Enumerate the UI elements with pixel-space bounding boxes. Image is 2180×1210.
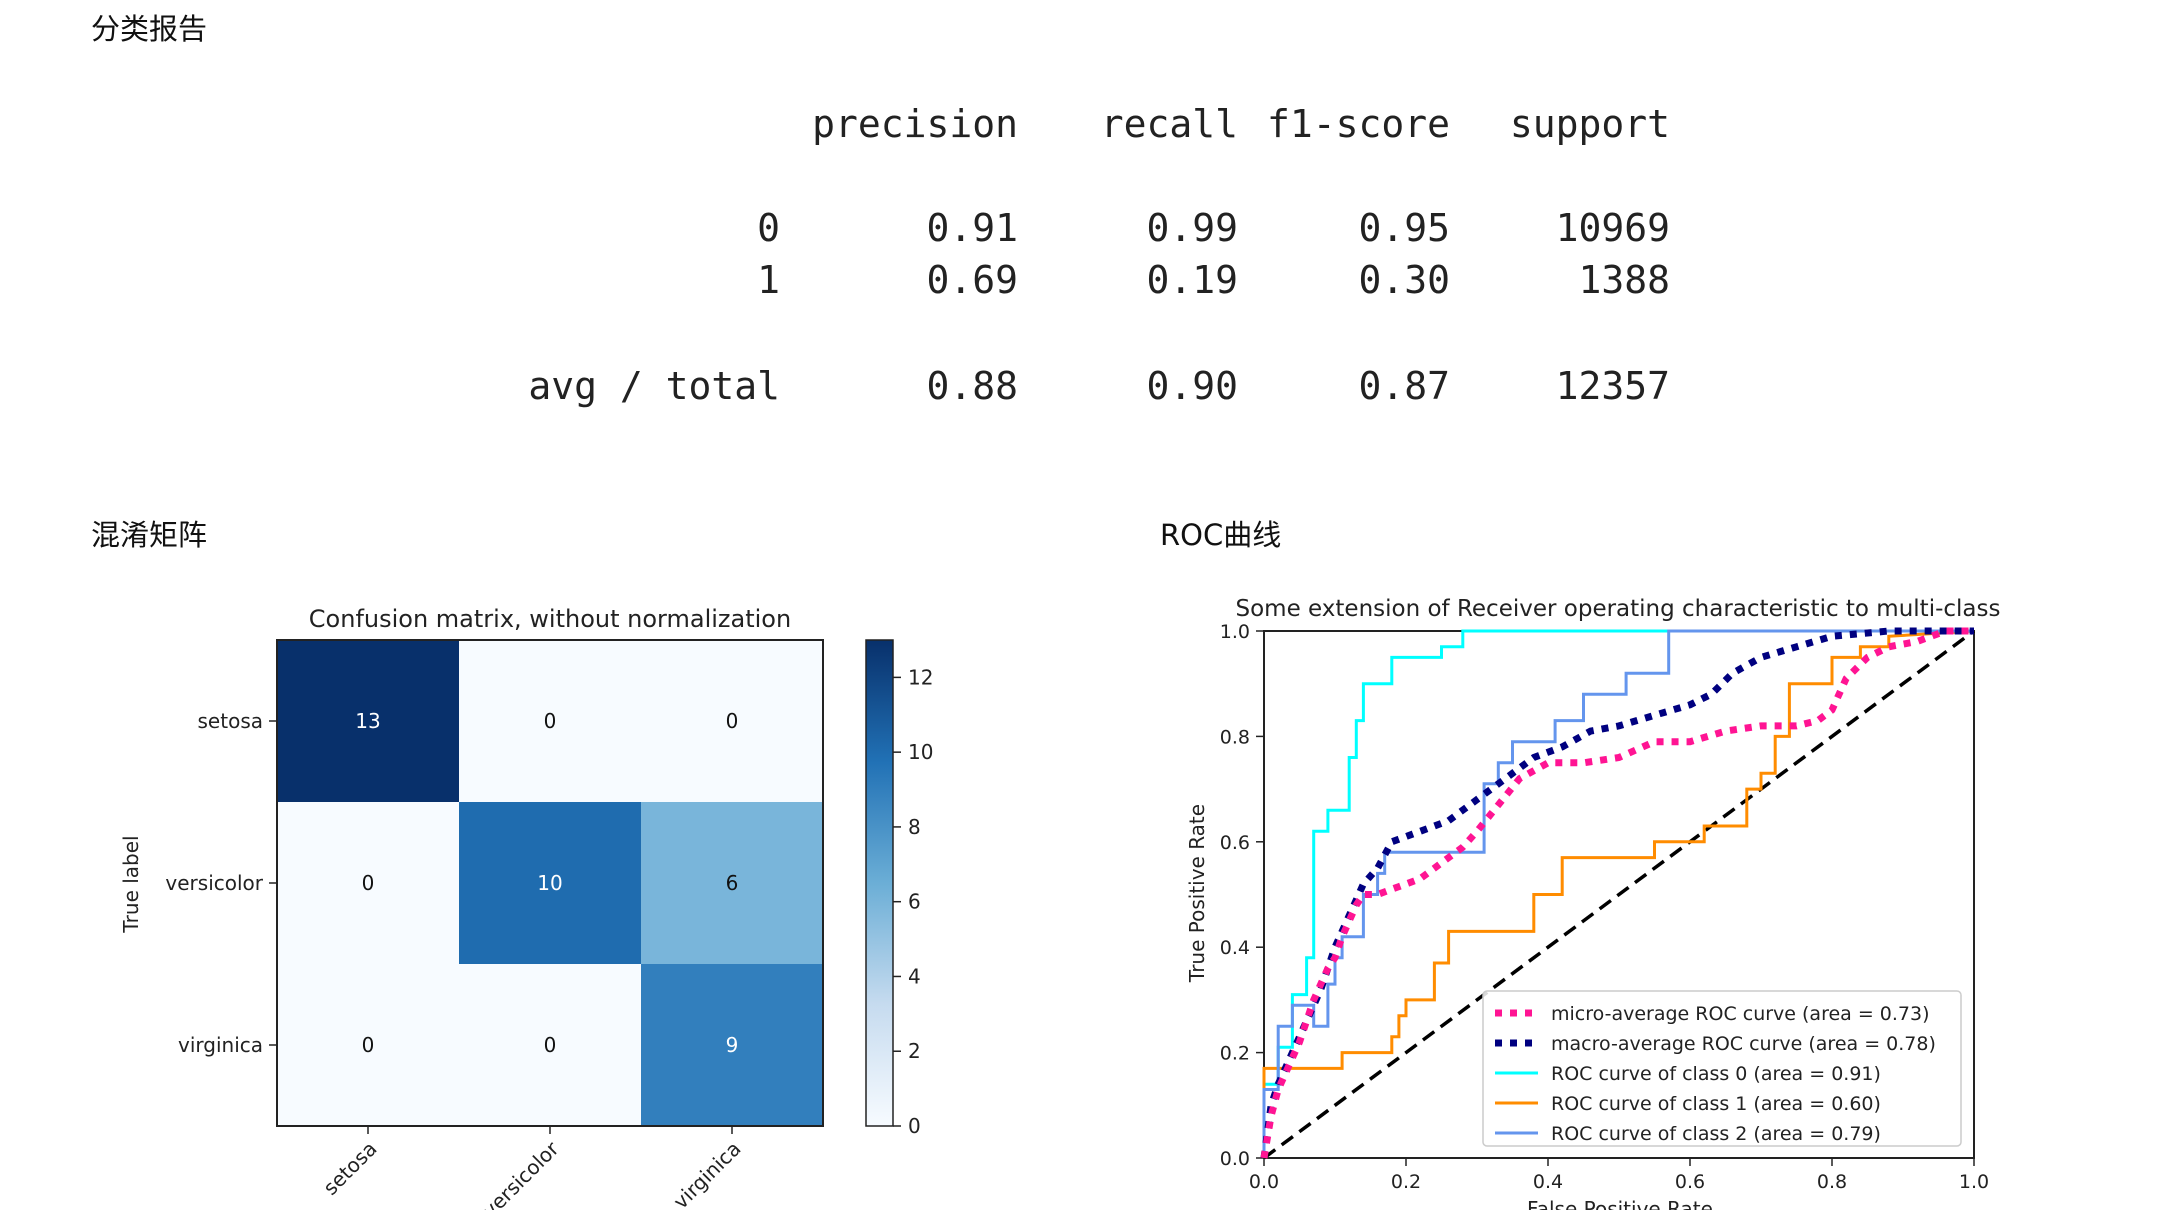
row-label: 0 xyxy=(757,206,780,250)
roc-xtick-label: 0.8 xyxy=(1817,1171,1847,1193)
cm-cell-label: 10 xyxy=(537,871,562,895)
cm-colorbar-tick-label: 8 xyxy=(908,815,921,839)
cell-value: 10969 xyxy=(1555,206,1670,250)
cm-cell xyxy=(641,640,823,802)
cm-cell-label: 0 xyxy=(362,1033,375,1057)
roc-xtick-label: 0.2 xyxy=(1391,1171,1421,1193)
header-recall: recall xyxy=(1100,102,1238,146)
cell-value: 0.19 xyxy=(1146,258,1238,302)
roc-section-title: ROC曲线 xyxy=(1160,518,1282,552)
cm-xtick-label: versicolor xyxy=(478,1136,565,1210)
cell-value: 0.30 xyxy=(1358,258,1450,302)
roc-series-line xyxy=(1262,629,1975,1158)
cell-value: 0.87 xyxy=(1358,364,1450,408)
roc-plot-frame xyxy=(1263,630,1975,1159)
cm-cell xyxy=(641,802,823,964)
cell-value: 0.95 xyxy=(1358,206,1450,250)
roc-legend-label: macro-average ROC curve (area = 0.78) xyxy=(1551,1033,1936,1055)
cm-ytick-label: setosa xyxy=(198,709,263,733)
cm-cell xyxy=(277,802,459,964)
roc-xtick-label: 0.4 xyxy=(1533,1171,1563,1193)
cm-title: Confusion matrix, without normalization xyxy=(309,605,791,633)
roc-legend-label: micro-average ROC curve (area = 0.73) xyxy=(1551,1003,1930,1025)
cm-cell xyxy=(277,640,459,802)
cm-cell xyxy=(459,640,641,802)
roc-title: Some extension of Receiver operating cha… xyxy=(1236,596,2001,622)
row-label: 1 xyxy=(757,258,780,302)
cm-plot-frame xyxy=(276,639,824,1127)
roc-ytick-label: 0.4 xyxy=(1220,937,1250,959)
cm-xtick-label: setosa xyxy=(318,1137,381,1200)
confusion-section-title: 混淆矩阵 xyxy=(91,518,208,552)
row-label: avg / total xyxy=(528,364,780,408)
confusion-matrix-chart: Confusion matrix, without normalization … xyxy=(119,605,933,1210)
cm-colorbar-tick-label: 6 xyxy=(908,890,921,914)
cm-colorbar-tick-label: 2 xyxy=(908,1039,921,1063)
cell-value: 1388 xyxy=(1578,258,1670,302)
cm-colorbar xyxy=(865,639,894,1127)
cm-cell-label: 0 xyxy=(544,1033,557,1057)
cm-ylabel: True label xyxy=(119,835,143,933)
roc-xlabel: False Positive Rate xyxy=(1527,1197,1713,1210)
cm-cell-label: 0 xyxy=(544,709,557,733)
cm-cell xyxy=(459,964,641,1126)
roc-ylabel: True Positive Rate xyxy=(1185,804,1209,983)
cm-colorbar-tick-label: 4 xyxy=(908,964,921,988)
roc-ytick-label: 0.6 xyxy=(1220,832,1250,854)
roc-xtick-label: 0.6 xyxy=(1675,1171,1705,1193)
roc-series-line xyxy=(1262,629,1974,1158)
cm-colorbar-tick-label: 0 xyxy=(908,1114,921,1138)
cell-value: 0.88 xyxy=(926,364,1018,408)
roc-series-line xyxy=(1260,627,1974,1159)
roc-legend-label: ROC curve of class 0 (area = 0.91) xyxy=(1551,1063,1881,1085)
classification-report: precision recall f1-score support 0 0.91… xyxy=(0,0,2180,470)
cm-colorbar-tick-label: 12 xyxy=(908,665,933,689)
roc-series-line xyxy=(1260,627,1974,1159)
cm-cell-label: 13 xyxy=(355,709,380,733)
cm-xtick-label: virginica xyxy=(668,1137,745,1210)
cm-ytick-label: virginica xyxy=(178,1033,263,1057)
cm-cell xyxy=(277,964,459,1126)
roc-series-line xyxy=(1262,629,1974,1158)
roc-legend-label: ROC curve of class 2 (area = 0.79) xyxy=(1551,1123,1881,1145)
cell-value: 0.91 xyxy=(926,206,1018,250)
cell-value: 0.90 xyxy=(1146,364,1238,408)
cm-colorbar-tick-label: 10 xyxy=(908,740,933,764)
cell-value: 12357 xyxy=(1555,364,1670,408)
roc-ytick-label: 0.2 xyxy=(1220,1043,1250,1065)
roc-ytick-label: 0.0 xyxy=(1220,1148,1250,1170)
cm-cell xyxy=(641,964,823,1126)
cell-value: 0.69 xyxy=(926,258,1018,302)
roc-ytick-label: 1.0 xyxy=(1220,621,1250,643)
roc-legend-box xyxy=(1482,990,1962,1147)
roc-xtick-label: 1.0 xyxy=(1959,1171,1989,1193)
cm-cell-label: 0 xyxy=(726,709,739,733)
cm-ytick-label: versicolor xyxy=(165,871,263,895)
report-section-title: 分类报告 xyxy=(91,12,208,46)
cm-cell-label: 9 xyxy=(726,1033,739,1057)
header-f1-score: f1-score xyxy=(1266,102,1450,146)
roc-series-line xyxy=(1262,629,1976,1160)
roc-ytick-label: 0.8 xyxy=(1220,726,1250,748)
roc-xtick-label: 0.0 xyxy=(1249,1171,1279,1193)
header-precision: precision xyxy=(812,102,1018,146)
cm-cell-label: 6 xyxy=(726,871,739,895)
cm-cell-label: 0 xyxy=(362,871,375,895)
cm-cell xyxy=(459,802,641,964)
header-support: support xyxy=(1509,102,1670,146)
roc-legend-label: ROC curve of class 1 (area = 0.60) xyxy=(1551,1093,1881,1115)
cell-value: 0.99 xyxy=(1146,206,1238,250)
